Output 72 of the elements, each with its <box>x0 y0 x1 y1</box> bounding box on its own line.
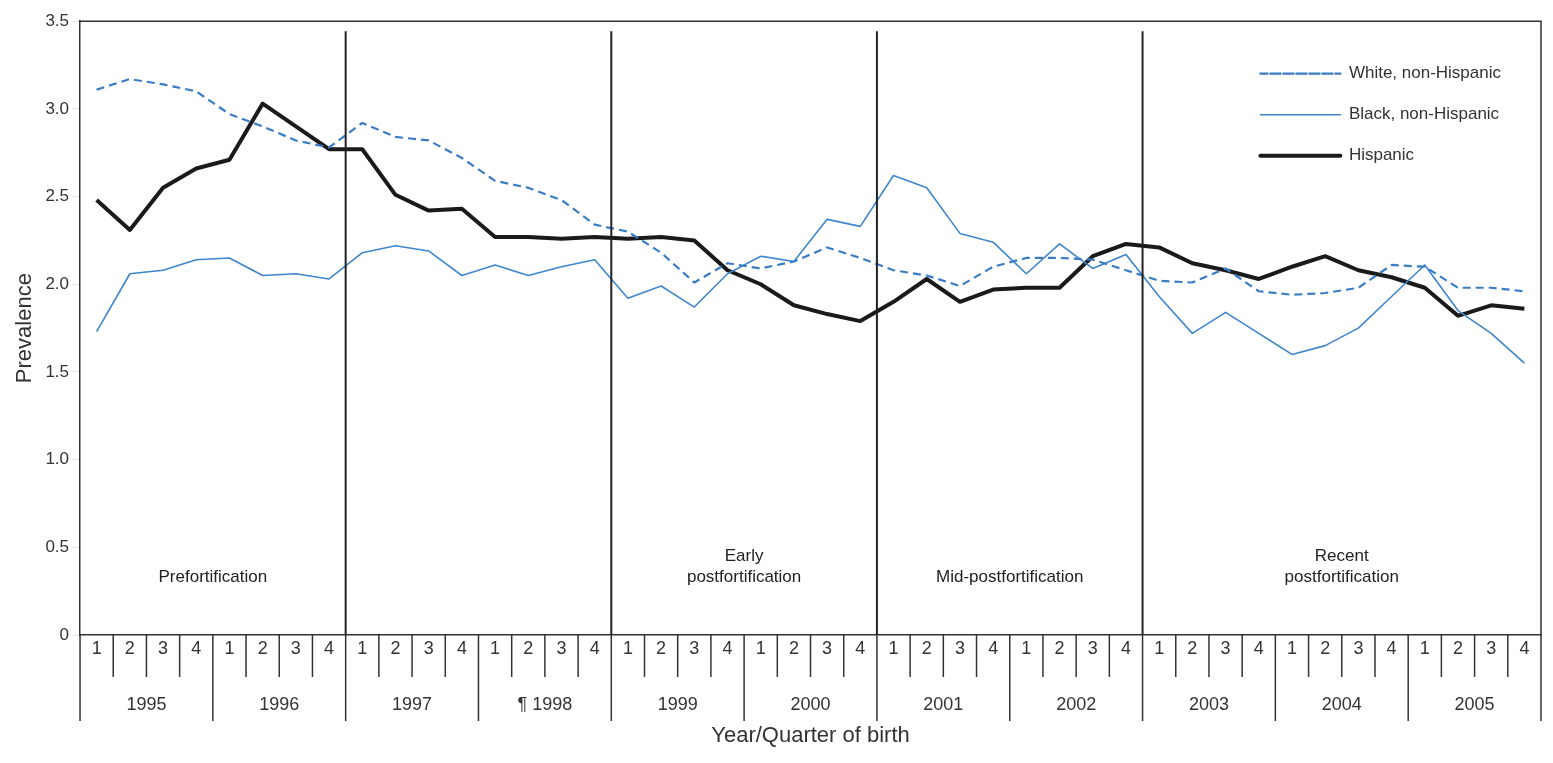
x-tick-label: 2 <box>1452 637 1463 658</box>
annotation: Recent postfortification <box>1284 546 1399 587</box>
x-tick-label: 3 <box>1087 637 1098 658</box>
x-tick-label: 2 <box>523 637 534 658</box>
x-tick-label: 3 <box>556 637 567 658</box>
y-tick-label: 1.5 <box>45 361 70 381</box>
x-tick-label: 1 <box>1021 637 1032 658</box>
x-tick-label: 1 <box>622 637 633 658</box>
x-tick-label: 4 <box>1519 637 1530 658</box>
text: 1999 <box>657 693 698 714</box>
x-tick-label: 1 <box>1419 637 1430 658</box>
text: 1997 <box>392 693 433 714</box>
x-tick-label: 4 <box>324 637 335 658</box>
y-tick-label: 0 <box>59 624 70 644</box>
annotation: Mid-postfortification <box>936 567 1084 587</box>
x-tick-label: 2 <box>257 637 268 658</box>
x-tick-label: 1 <box>1286 637 1297 658</box>
x-tick-label: 1 <box>490 637 501 658</box>
x-tick-label: 1 <box>755 637 766 658</box>
x-tick-label: 4 <box>1253 637 1264 658</box>
y-tick-label: 0.5 <box>45 537 70 556</box>
y-tick-label: 2.5 <box>45 186 70 206</box>
annotation: Prefortification <box>158 567 268 587</box>
x-tick-label: 4 <box>722 637 733 658</box>
x-tick-label: 1 <box>91 637 102 658</box>
x-tick-label: 3 <box>1353 637 1364 658</box>
text: 1996 <box>259 693 300 714</box>
x-tick-label: 3 <box>822 637 833 658</box>
x-tick-label: 3 <box>954 637 965 658</box>
x-tick-label: 2 <box>1054 637 1065 658</box>
x-axis-title: Year/Quarter of birth <box>711 721 910 747</box>
text: 2001 <box>923 693 964 714</box>
x-tick-label: 4 <box>855 637 866 658</box>
x-tick-label: 3 <box>290 637 301 658</box>
annotation: Early postfortification <box>686 546 802 587</box>
x-tick-label: 4 <box>191 637 202 658</box>
y-tick-label: 1.0 <box>45 449 70 469</box>
x-tick-label: 1 <box>1154 637 1165 658</box>
legend-label: Hispanic <box>1348 145 1415 165</box>
x-tick-label: 4 <box>988 637 999 658</box>
x-tick-label: 4 <box>1386 637 1397 658</box>
text: 2000 <box>790 693 831 714</box>
x-tick-label: 2 <box>921 637 932 658</box>
x-tick-label: 4 <box>456 637 467 658</box>
text: 1995 <box>126 693 167 714</box>
legend-label: Black, non-Hispanic <box>1348 104 1500 124</box>
x-tick-label: 3 <box>1486 637 1497 658</box>
x-tick-label: 2 <box>788 637 799 658</box>
x-tick-label: 3 <box>689 637 700 658</box>
y-tick-label: 3.0 <box>45 98 70 118</box>
text: ¶ 1998 <box>517 693 573 714</box>
x-tick-label: 1 <box>224 637 235 658</box>
x-tick-label: 3 <box>1220 637 1231 658</box>
legend-label: White, non-Hispanic <box>1348 63 1502 83</box>
text: 2002 <box>1056 693 1097 714</box>
x-tick-label: 2 <box>1320 637 1331 658</box>
x-tick-label: 3 <box>158 637 169 658</box>
y-tick-label: 3.5 <box>45 10 70 30</box>
x-tick-label: 2 <box>656 637 667 658</box>
x-tick-label: 1 <box>357 637 368 658</box>
x-tick-label: 2 <box>390 637 401 658</box>
text: 2003 <box>1188 693 1229 714</box>
text: 2004 <box>1321 693 1362 714</box>
x-tick-label: 2 <box>124 637 135 658</box>
x-tick-label: 3 <box>423 637 434 658</box>
x-tick-label: 4 <box>1120 637 1131 658</box>
y-tick-label: 2.0 <box>45 273 70 293</box>
text: 2005 <box>1454 693 1495 714</box>
x-tick-label: 2 <box>1187 637 1198 658</box>
x-tick-label: 4 <box>589 637 600 658</box>
x-tick-label: 1 <box>888 637 899 658</box>
y-axis-title: Prevalence <box>11 273 37 384</box>
